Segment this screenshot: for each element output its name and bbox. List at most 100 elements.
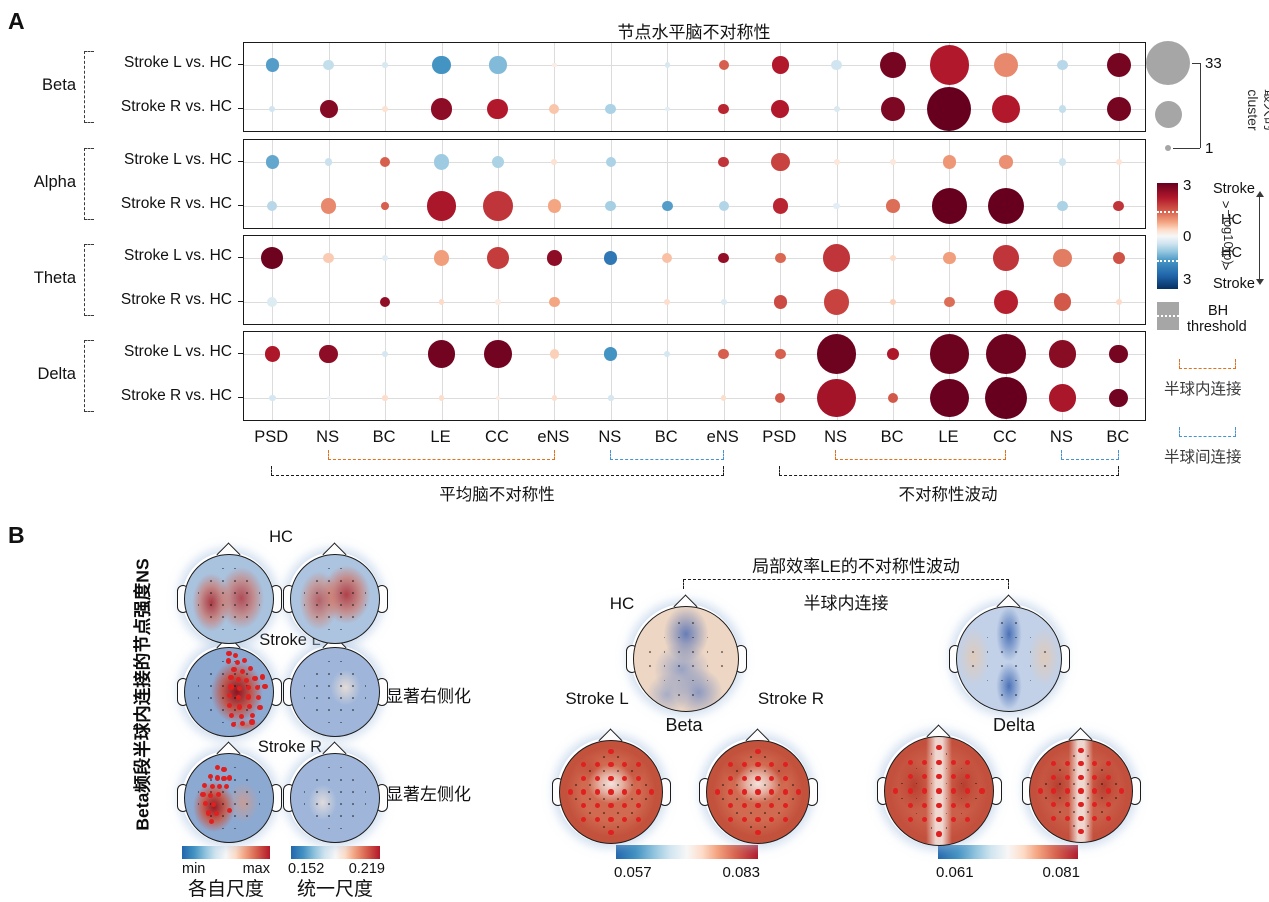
electrode-dot <box>352 815 354 817</box>
electrode-dot <box>575 798 577 800</box>
electrode-dot <box>234 592 236 594</box>
bh-threshold-line-upper <box>1157 211 1178 213</box>
significant-electrode-dot <box>235 676 241 683</box>
bubble-beta-r2-c14 <box>992 95 1020 123</box>
bubble-beta-r2-c5 <box>487 98 509 120</box>
electrode-dot <box>328 685 330 687</box>
electrode-dot <box>234 616 236 618</box>
electrode-dot <box>631 812 633 814</box>
electrode-dot <box>750 784 752 786</box>
topomap-stroke-r-unified <box>278 741 390 851</box>
delta-band-label: Delta <box>992 715 1036 735</box>
bubble-beta-r2-c8 <box>664 106 670 112</box>
gridline <box>272 236 274 324</box>
electrode-dot <box>352 616 354 618</box>
electrode-dot <box>975 797 978 800</box>
significant-electrode-dot <box>621 762 628 768</box>
electrode-dot <box>1115 797 1117 799</box>
significant-electrode-dot <box>1051 761 1057 767</box>
significant-electrode-dot <box>782 775 788 782</box>
significant-electrode-dot <box>635 789 641 795</box>
significant-electrode-dot <box>1078 747 1084 753</box>
colorbar-label-hc-bottom: HC <box>1221 245 1242 261</box>
electrode-dot <box>340 697 342 699</box>
band-bracket <box>84 244 94 316</box>
electrode-dot <box>234 567 236 570</box>
electrode-dot <box>234 685 236 687</box>
electrode-dot <box>1087 783 1089 785</box>
electrode-dot <box>764 756 766 758</box>
intra-hemi-subtitle: 半球内连接 <box>803 594 889 613</box>
significant-electrode-dot <box>950 774 956 780</box>
topomap-le-delta-stroke-r <box>1017 727 1143 851</box>
electrode-dot <box>315 579 318 582</box>
significant-electrode-dot <box>594 789 601 795</box>
electrode-dot <box>930 782 933 785</box>
electrode-dot <box>340 628 342 631</box>
bubble-theta-r2-c10 <box>773 295 787 309</box>
gridline <box>328 332 330 420</box>
bubble-delta-r2-c14 <box>984 377 1027 419</box>
electrode-dot <box>315 685 318 687</box>
significant-electrode-dot <box>207 773 213 779</box>
gridline <box>610 236 612 324</box>
electrode-dot <box>1073 797 1075 799</box>
topomap-le-beta-stroke-l <box>547 728 673 852</box>
electrode-dot <box>222 592 224 594</box>
significant-electrode-dot <box>922 774 928 780</box>
fluctuation-label: 不对称性波动 <box>898 486 998 504</box>
electrode-dot <box>645 798 647 800</box>
electrode-dot <box>352 778 354 781</box>
beta-band-label: Beta <box>665 715 703 735</box>
electrode-dot <box>930 752 933 755</box>
electrode-dot <box>706 665 709 667</box>
band-label-beta: Beta <box>42 76 76 94</box>
electrode-dot <box>258 803 261 805</box>
significant-electrode-dot <box>215 792 221 798</box>
scalp <box>956 606 1062 712</box>
electrode-dot <box>315 778 318 781</box>
electrode-dot <box>1073 811 1075 813</box>
gridline <box>949 236 951 324</box>
bubble-delta-r2-c16 <box>1109 388 1129 408</box>
bubble-alpha-r2-c4 <box>426 191 457 221</box>
significant-electrode-dot <box>608 775 614 782</box>
significant-electrode-dot <box>210 802 216 808</box>
electrode-dot <box>222 579 224 582</box>
band-box-theta <box>243 235 1146 325</box>
bubble-delta-r1-c15 <box>1048 340 1077 368</box>
electrode-dot <box>328 660 330 663</box>
significant-electrode-dot <box>741 802 748 809</box>
topomap-le-beta-hc <box>621 594 749 720</box>
electrode-dot <box>706 679 709 682</box>
inter-bracket-group2 <box>1061 450 1119 460</box>
gridline <box>554 43 556 131</box>
x-label-bc-16: BC <box>1106 428 1130 446</box>
electrode-dot <box>575 784 577 786</box>
electrode-dot <box>930 767 933 770</box>
significant-electrode-dot <box>233 652 239 658</box>
electrode-dot <box>315 791 318 793</box>
electrode-dot <box>303 592 306 594</box>
beta-colorbar-max: 0.083 <box>722 864 760 881</box>
significant-electrode-dot <box>907 788 913 794</box>
axis-tick <box>238 64 243 66</box>
axis-tick <box>238 397 243 399</box>
significant-electrode-dot <box>227 775 233 781</box>
significant-electrode-dot <box>594 762 601 768</box>
electrode-dot <box>750 770 752 772</box>
bubble-alpha-r2-c15 <box>1056 200 1068 212</box>
significant-electrode-dot <box>950 817 956 823</box>
bubble-alpha-r2-c3 <box>381 202 389 210</box>
bubble-alpha-r1-c5 <box>491 155 504 169</box>
scalp <box>1029 739 1133 843</box>
significant-electrode-dot <box>225 658 231 664</box>
colorbar-tick-top: 3 <box>1183 177 1192 194</box>
x-label-le-13: LE <box>938 428 959 446</box>
electrode-dot <box>617 798 619 800</box>
topomap-stroke-r-respective <box>172 741 284 851</box>
colorbar-axis-label: −log10(p) <box>1221 209 1236 265</box>
gridline <box>385 43 387 131</box>
gridline <box>554 332 556 420</box>
left-lateralization-annotation: 显著左侧化 <box>386 785 471 804</box>
